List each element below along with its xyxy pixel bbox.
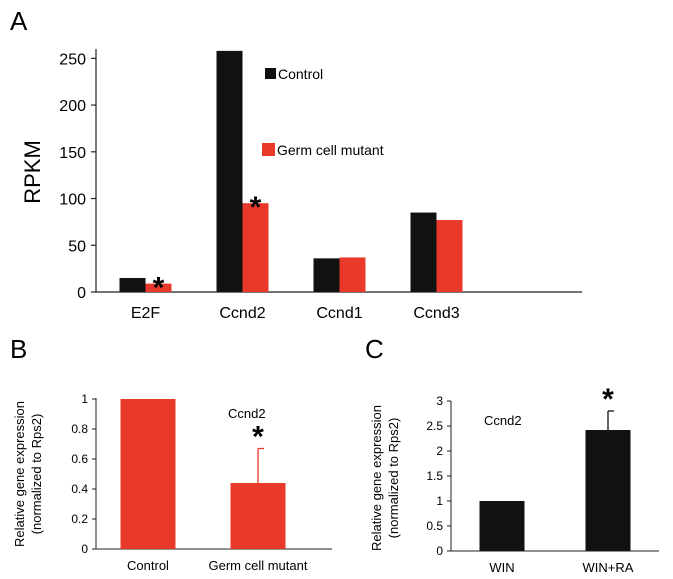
bar-control <box>410 212 437 292</box>
bar <box>230 483 286 549</box>
chart-b: Relative gene expression (normalized to … <box>12 392 332 573</box>
x-tick-label: Ccnd3 <box>413 305 459 322</box>
y-tick-label: 2.5 <box>426 419 443 433</box>
significance-star: * <box>602 383 614 416</box>
x-tick-label: Control <box>127 558 169 573</box>
bar <box>585 430 631 551</box>
y-tick-label: 1.5 <box>426 469 443 483</box>
bar-germ-cell-mutant <box>145 283 172 292</box>
y-tick-label: 250 <box>59 51 86 68</box>
y-tick-label: 0 <box>81 542 88 556</box>
bar <box>479 501 525 551</box>
y-tick-label: 2 <box>436 444 443 458</box>
y-tick-label: 3 <box>436 394 443 408</box>
x-tick-label: WIN <box>489 560 514 575</box>
chart-c-ylabel-line2: (normalized to Rps2) <box>386 418 401 539</box>
y-tick-label: 0 <box>77 285 86 302</box>
y-tick-label: 0 <box>436 544 443 558</box>
legend-label-mutant: Germ cell mutant <box>277 142 384 158</box>
legend-swatch-control <box>265 68 276 79</box>
chart-c-annotation: Ccnd2 <box>484 413 522 428</box>
y-tick-label: 100 <box>59 192 86 209</box>
x-tick-label: WIN+RA <box>583 560 634 575</box>
y-tick-label: 0.2 <box>71 512 88 526</box>
chart-b-ylabel-line2: (normalized to Rps2) <box>29 414 44 535</box>
panel-letter-c: C <box>365 334 384 364</box>
y-tick-label: 0.6 <box>71 452 88 466</box>
y-tick-label: 0.8 <box>71 422 88 436</box>
chart-a-legend: Control Germ cell mutant <box>262 66 384 158</box>
chart-b-annotation: Ccnd2 <box>228 406 266 421</box>
bar-control <box>216 50 243 292</box>
bar-control <box>313 258 340 292</box>
significance-star: * <box>250 191 262 224</box>
chart-c: Relative gene expression (normalized to … <box>369 383 659 575</box>
bar-germ-cell-mutant <box>339 257 366 292</box>
panel-letter-a: A <box>10 6 28 36</box>
x-tick-label: Germ cell mutant <box>209 558 308 573</box>
legend-label-control: Control <box>278 66 323 82</box>
chart-c-ylabel-line1: Relative gene expression <box>369 405 384 551</box>
y-tick-label: 0.4 <box>71 482 88 496</box>
y-tick-label: 1 <box>436 494 443 508</box>
bar-germ-cell-mutant <box>436 220 463 292</box>
bar-germ-cell-mutant <box>242 203 269 292</box>
panel-letter-b: B <box>10 334 27 364</box>
bar <box>120 399 176 549</box>
y-tick-label: 200 <box>59 98 86 115</box>
significance-star: * <box>153 272 165 305</box>
chart-a-ylabel: RPKM <box>20 140 45 204</box>
y-tick-label: 0.5 <box>426 519 443 533</box>
x-tick-label: Ccnd2 <box>219 305 265 322</box>
chart-b-ylabel-line1: Relative gene expression <box>12 401 27 547</box>
x-tick-label: Ccnd1 <box>316 305 362 322</box>
bar-control <box>119 277 146 292</box>
y-tick-label: 150 <box>59 145 86 162</box>
x-tick-label: E2F <box>131 305 161 322</box>
y-tick-label: 50 <box>68 238 86 255</box>
significance-star: * <box>252 421 264 454</box>
y-tick-label: 1 <box>81 392 88 406</box>
legend-swatch-mutant <box>262 143 275 156</box>
